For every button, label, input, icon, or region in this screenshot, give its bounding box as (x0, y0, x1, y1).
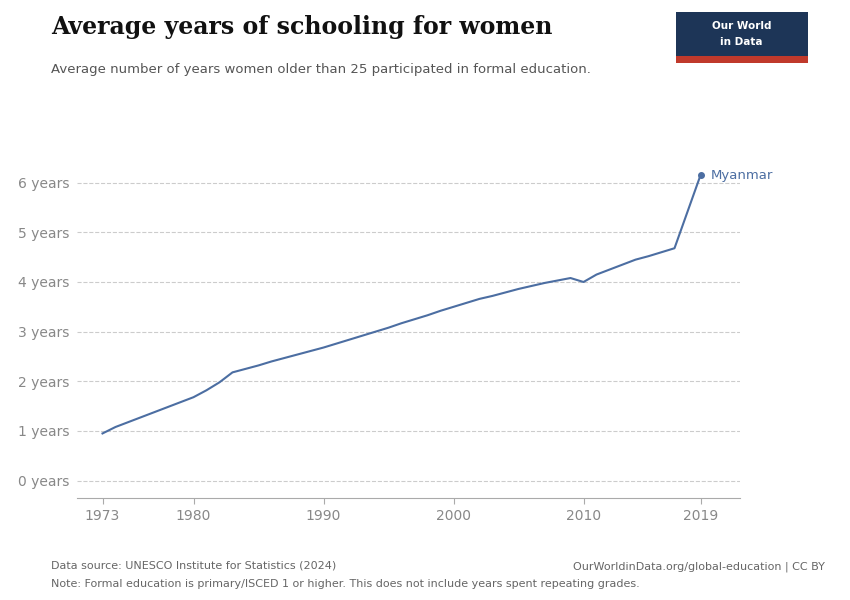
Text: in Data: in Data (720, 37, 763, 47)
FancyBboxPatch shape (676, 12, 807, 63)
Text: Data source: UNESCO Institute for Statistics (2024): Data source: UNESCO Institute for Statis… (51, 561, 337, 571)
Text: Myanmar: Myanmar (711, 169, 774, 182)
Text: OurWorldinData.org/global-education | CC BY: OurWorldinData.org/global-education | CC… (573, 561, 824, 571)
Text: Average number of years women older than 25 participated in formal education.: Average number of years women older than… (51, 63, 591, 76)
Text: Our World: Our World (711, 21, 772, 31)
Text: Average years of schooling for women: Average years of schooling for women (51, 15, 552, 39)
FancyBboxPatch shape (676, 56, 807, 63)
Text: Note: Formal education is primary/ISCED 1 or higher. This does not include years: Note: Formal education is primary/ISCED … (51, 579, 640, 589)
